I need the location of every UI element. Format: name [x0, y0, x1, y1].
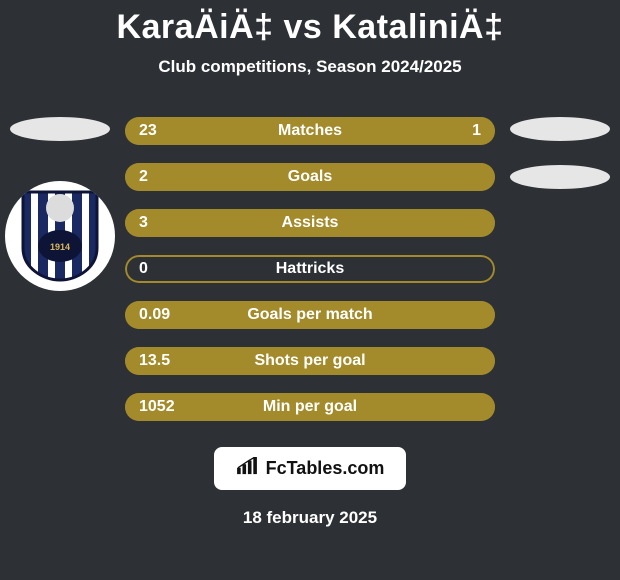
stat-label: Min per goal — [125, 398, 495, 416]
subtitle: Club competitions, Season 2024/2025 — [158, 57, 461, 77]
player-oval-right-2 — [510, 165, 610, 189]
stat-label: Hattricks — [125, 260, 495, 278]
player-oval-left — [10, 117, 110, 141]
club-badge-left: 1914 — [5, 181, 115, 291]
stat-row: Min per goal1052 — [125, 393, 495, 421]
stat-row: Shots per goal13.5 — [125, 347, 495, 375]
site-label: FcTables.com — [266, 458, 385, 479]
stat-bars: Matches231 Goals2 Assists3 Hattricks0 Goals … — [125, 117, 495, 421]
stat-row: Assists3 — [125, 209, 495, 237]
stat-row: Matches231 — [125, 117, 495, 145]
comparison-area: 1914 Matches231 Goals2 Assists3 Hattricks0 G… — [0, 117, 620, 421]
player-oval-right-1 — [510, 117, 610, 141]
stat-label: Shots per goal — [125, 352, 495, 370]
right-player-column — [500, 117, 620, 189]
left-player-column: 1914 — [0, 117, 120, 291]
stat-label: Matches — [125, 122, 495, 140]
infographic-date: 18 february 2025 — [243, 508, 377, 528]
bar-chart-icon — [236, 457, 258, 480]
infographic-card: KaraÄiÄ‡ vs KataliniÄ‡ Club competitions… — [0, 0, 620, 580]
stat-label: Goals — [125, 168, 495, 186]
club-shield-icon: 1914 — [21, 190, 99, 282]
site-logo-pill: FcTables.com — [214, 447, 407, 490]
stat-row: Goals per match0.09 — [125, 301, 495, 329]
stat-row: Goals2 — [125, 163, 495, 191]
page-title: KaraÄiÄ‡ vs KataliniÄ‡ — [116, 8, 503, 47]
stat-row: Hattricks0 — [125, 255, 495, 283]
stat-label: Assists — [125, 214, 495, 232]
stat-label: Goals per match — [125, 306, 495, 324]
svg-text:1914: 1914 — [50, 242, 70, 252]
